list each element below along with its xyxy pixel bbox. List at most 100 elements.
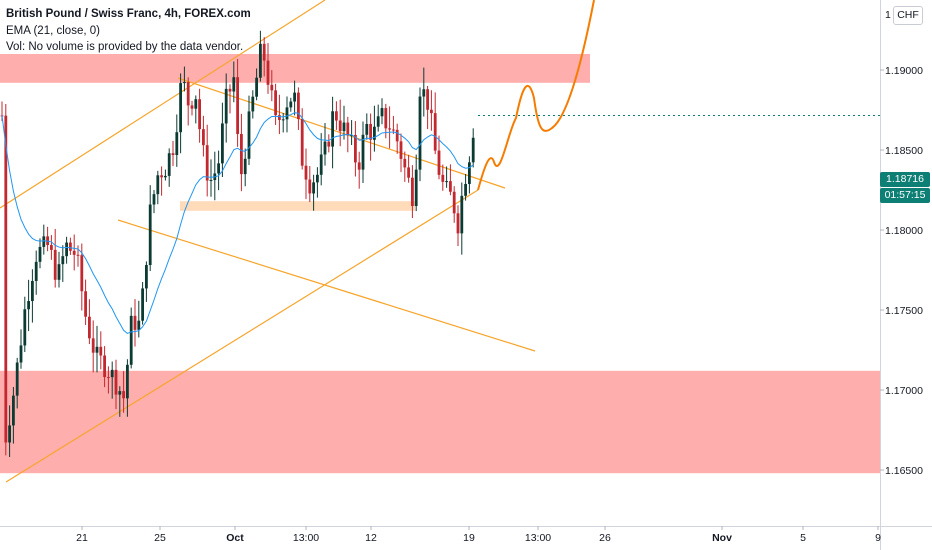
- trendline-layer: [0, 0, 536, 483]
- candle-body: [433, 113, 437, 151]
- candle-body: [202, 129, 205, 146]
- y-tick-label: 1.18000: [885, 225, 923, 237]
- y-tick-label: 1.16500: [885, 465, 923, 477]
- candle-body: [259, 43, 262, 78]
- candle-body: [61, 256, 65, 265]
- candle-body: [471, 137, 475, 163]
- candle-body: [316, 174, 319, 183]
- candle-body: [255, 77, 258, 97]
- candle-body: [240, 133, 243, 175]
- candle-body: [31, 280, 34, 302]
- trendline: [5, 189, 479, 483]
- candle-body: [342, 122, 346, 132]
- candle-body: [392, 129, 395, 131]
- candle-body: [72, 250, 76, 255]
- candle-body: [456, 213, 460, 234]
- candle-body: [224, 88, 228, 124]
- candle-body: [34, 261, 38, 281]
- candle-body: [422, 89, 426, 97]
- candle-body: [15, 362, 19, 396]
- zone-supply-zone: [0, 54, 590, 83]
- candle-body: [274, 90, 277, 116]
- candle-body: [388, 128, 391, 130]
- candle-body: [69, 242, 72, 251]
- x-tick-label: 12: [365, 532, 377, 544]
- candle-body: [23, 309, 27, 346]
- candle-body: [19, 345, 23, 363]
- candle-body: [190, 105, 194, 109]
- candle-body: [156, 175, 160, 195]
- candle-body: [262, 43, 266, 61]
- symbol-title[interactable]: British Pound / Swiss Franc, 4h, FOREX.c…: [6, 8, 251, 20]
- ema-layer: [1, 112, 474, 334]
- candle-body: [266, 60, 270, 85]
- candle-body: [76, 254, 80, 256]
- candle-body: [327, 141, 331, 147]
- candle-body: [338, 120, 342, 132]
- ema-line: [1, 112, 474, 334]
- candle-body: [395, 129, 399, 142]
- candle-body: [198, 99, 201, 130]
- candle-body: [243, 158, 247, 175]
- candle-body: [141, 288, 144, 321]
- candle-body: [38, 246, 42, 262]
- candle-body: [437, 150, 441, 175]
- candle-body: [205, 145, 209, 181]
- candle-body: [236, 77, 239, 134]
- candle-body: [365, 123, 369, 135]
- x-tick-label: Oct: [226, 532, 244, 544]
- last-price-tag: 1.18716: [880, 172, 930, 187]
- candle-body: [232, 77, 236, 92]
- candle-body: [452, 191, 456, 214]
- candle-body: [411, 177, 414, 206]
- candle-body: [464, 183, 467, 196]
- zone-layer: [0, 54, 880, 474]
- candle-body: [12, 395, 15, 426]
- candle-body: [418, 96, 422, 170]
- candle-body: [460, 195, 464, 234]
- candle-body: [209, 180, 213, 182]
- candle-body: [80, 255, 84, 292]
- candle-body: [346, 122, 350, 136]
- candle-body: [137, 320, 141, 330]
- x-tick-label: 5: [800, 532, 806, 544]
- candle-body: [145, 265, 148, 289]
- currency-badge[interactable]: CHF: [893, 6, 923, 25]
- candle-body: [399, 141, 403, 159]
- candle-body: [126, 364, 129, 399]
- candle-body: [270, 84, 274, 91]
- y-tick-label: 1.17000: [885, 385, 923, 397]
- candle-body: [194, 99, 198, 109]
- x-tick-label: 21: [76, 532, 88, 544]
- candle-body: [293, 92, 296, 102]
- candle-body: [50, 245, 53, 250]
- candle-body: [441, 174, 445, 182]
- candle-body: [251, 96, 255, 112]
- countdown-tag: 01:57:15: [880, 188, 930, 203]
- candle-body: [175, 132, 179, 156]
- candle-body: [369, 123, 372, 140]
- candle-body: [323, 141, 327, 155]
- candle-body: [122, 391, 125, 399]
- x-tick-label: 19: [463, 532, 475, 544]
- candle-body: [430, 109, 433, 114]
- candle-body: [171, 153, 175, 156]
- candle-body: [361, 134, 365, 170]
- ema-legend[interactable]: EMA (21, close, 0): [6, 24, 100, 37]
- projection-layer: [477, 0, 595, 191]
- y-tick-label: 1.17500: [885, 305, 923, 317]
- candle-body: [27, 301, 30, 310]
- candle-body: [376, 116, 380, 127]
- candle-body: [308, 179, 312, 194]
- candle-body: [42, 236, 46, 247]
- candle-body: [129, 315, 133, 365]
- candle-body: [152, 194, 156, 205]
- projection-path: [477, 0, 595, 191]
- candle-body: [183, 82, 186, 84]
- candle-body: [445, 181, 448, 183]
- volume-note: Vol: No volume is provided by the data v…: [6, 41, 244, 53]
- x-tick-label: 26: [599, 532, 611, 544]
- candle-body: [285, 107, 289, 120]
- candle-body: [357, 162, 361, 170]
